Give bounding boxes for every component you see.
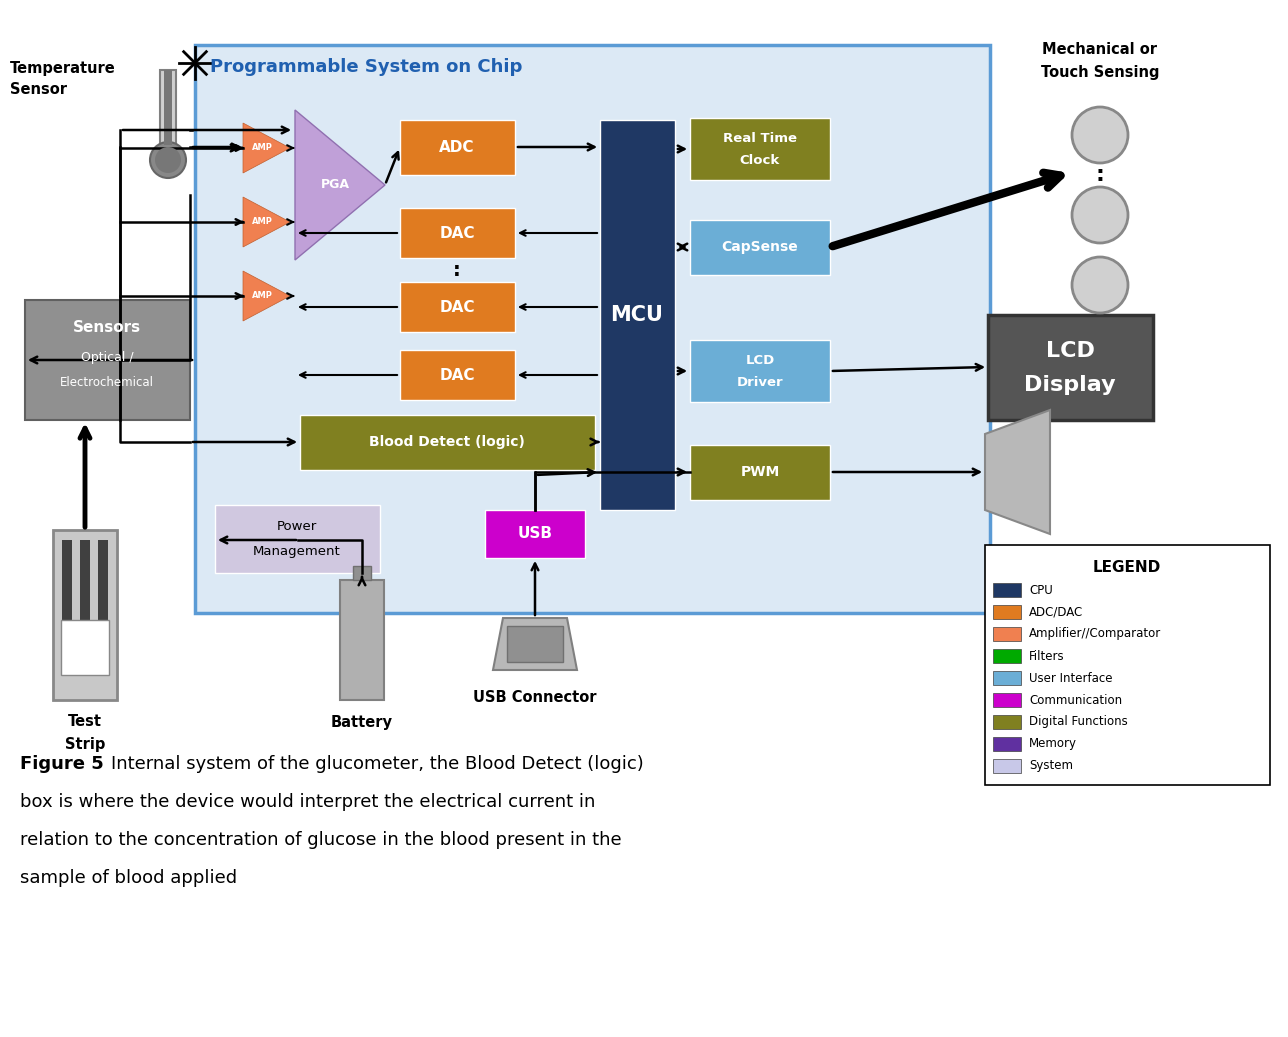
Bar xyxy=(993,759,1021,773)
Bar xyxy=(215,505,380,573)
Polygon shape xyxy=(493,618,577,670)
Bar xyxy=(80,540,90,640)
Text: User Interface: User Interface xyxy=(1029,672,1113,684)
Text: sample of blood applied: sample of blood applied xyxy=(21,869,237,887)
Text: Blood Detect (logic): Blood Detect (logic) xyxy=(370,435,526,449)
Text: AMP: AMP xyxy=(251,218,273,226)
Text: Communication: Communication xyxy=(1029,694,1122,706)
Bar xyxy=(993,605,1021,619)
Text: ADC/DAC: ADC/DAC xyxy=(1029,606,1083,618)
Text: USB: USB xyxy=(518,527,553,541)
Text: Programmable System on Chip: Programmable System on Chip xyxy=(210,58,523,76)
Bar xyxy=(401,282,515,332)
Text: Battery: Battery xyxy=(331,714,393,729)
Text: Memory: Memory xyxy=(1029,737,1077,751)
Text: MCU: MCU xyxy=(611,305,663,325)
Text: Mechanical or: Mechanical or xyxy=(1042,43,1158,57)
Text: DAC: DAC xyxy=(439,300,475,314)
Text: System: System xyxy=(1029,759,1073,773)
Text: AMP: AMP xyxy=(251,291,273,301)
Text: Sensors: Sensors xyxy=(73,320,142,336)
Bar xyxy=(690,445,829,500)
Bar xyxy=(300,415,595,470)
Polygon shape xyxy=(295,110,385,260)
Text: Electrochemical: Electrochemical xyxy=(61,375,155,389)
Bar xyxy=(401,208,515,258)
Text: Driver: Driver xyxy=(737,376,783,390)
Text: Temperature: Temperature xyxy=(10,60,116,76)
Circle shape xyxy=(155,147,182,173)
Text: DAC: DAC xyxy=(439,367,475,383)
Text: AMP: AMP xyxy=(251,143,273,152)
Text: CapSense: CapSense xyxy=(721,240,799,254)
Bar xyxy=(160,71,176,145)
Polygon shape xyxy=(243,123,290,173)
Text: Sensor: Sensor xyxy=(10,83,67,97)
Bar xyxy=(340,580,384,700)
Text: Figure 5: Figure 5 xyxy=(21,755,104,773)
Text: Filters: Filters xyxy=(1029,649,1065,663)
Bar xyxy=(993,714,1021,729)
Text: Clock: Clock xyxy=(739,155,781,168)
Polygon shape xyxy=(243,197,290,247)
Bar xyxy=(53,530,117,700)
Bar xyxy=(993,649,1021,663)
Bar xyxy=(194,45,990,613)
Text: Strip: Strip xyxy=(64,736,106,752)
Text: ADC: ADC xyxy=(439,140,475,155)
Bar xyxy=(993,583,1021,597)
Bar xyxy=(62,540,72,640)
Text: :: : xyxy=(1096,165,1104,185)
Polygon shape xyxy=(985,410,1050,534)
Bar xyxy=(61,620,109,675)
Text: Amplifier//Comparator: Amplifier//Comparator xyxy=(1029,627,1162,641)
Text: Real Time: Real Time xyxy=(723,133,797,145)
Bar xyxy=(98,540,108,640)
Bar xyxy=(988,315,1153,420)
Bar xyxy=(993,737,1021,751)
Text: PGA: PGA xyxy=(321,178,349,192)
Bar xyxy=(24,300,191,420)
Text: CPU: CPU xyxy=(1029,584,1052,596)
Text: box is where the device would interpret the electrical current in: box is where the device would interpret … xyxy=(21,793,595,811)
Bar xyxy=(993,671,1021,685)
Text: LCD: LCD xyxy=(1046,341,1095,361)
Text: Test: Test xyxy=(68,714,102,729)
Bar xyxy=(486,510,585,558)
Text: Optical /: Optical / xyxy=(81,352,134,364)
Bar xyxy=(985,545,1270,785)
Text: relation to the concentration of glucose in the blood present in the: relation to the concentration of glucose… xyxy=(21,831,622,849)
Text: :: : xyxy=(453,260,461,280)
Circle shape xyxy=(1072,187,1128,243)
Circle shape xyxy=(149,142,185,178)
Bar xyxy=(690,118,829,180)
Bar xyxy=(993,627,1021,641)
Bar xyxy=(690,340,829,402)
Text: Internal system of the glucometer, the Blood Detect (logic): Internal system of the glucometer, the B… xyxy=(111,755,644,773)
Text: Power: Power xyxy=(277,521,317,533)
Text: Management: Management xyxy=(254,544,341,558)
Text: Display: Display xyxy=(1024,375,1115,395)
Text: LCD: LCD xyxy=(746,355,774,367)
Polygon shape xyxy=(243,271,290,321)
Text: USB Connector: USB Connector xyxy=(473,691,596,705)
Bar xyxy=(507,626,563,662)
Bar xyxy=(401,351,515,400)
Text: Touch Sensing: Touch Sensing xyxy=(1041,64,1159,80)
Bar xyxy=(600,120,675,510)
Text: PWM: PWM xyxy=(741,465,779,479)
Bar xyxy=(164,71,173,145)
Bar xyxy=(690,220,829,275)
Circle shape xyxy=(1072,107,1128,163)
Bar xyxy=(401,120,515,175)
Text: LEGEND: LEGEND xyxy=(1094,560,1160,574)
Circle shape xyxy=(1072,257,1128,313)
Bar xyxy=(993,693,1021,707)
Text: Digital Functions: Digital Functions xyxy=(1029,716,1128,729)
Bar xyxy=(353,566,371,580)
Text: DAC: DAC xyxy=(439,225,475,241)
